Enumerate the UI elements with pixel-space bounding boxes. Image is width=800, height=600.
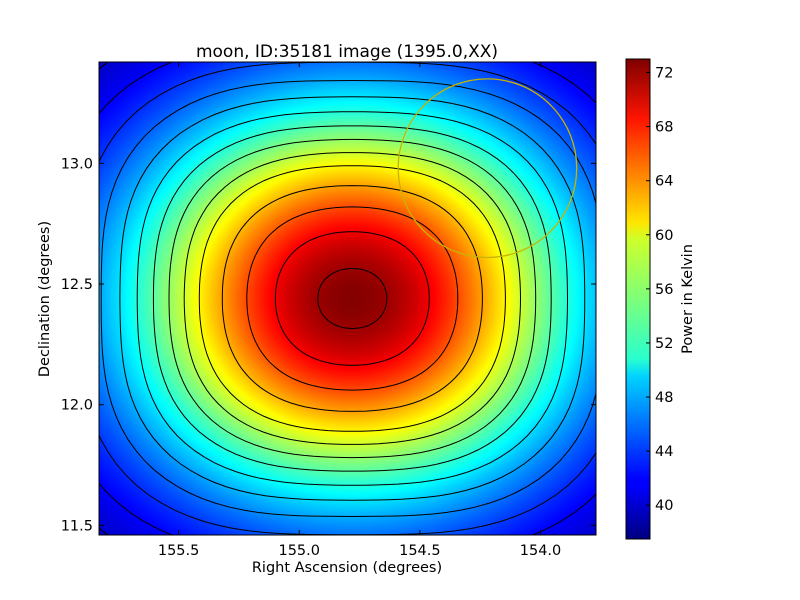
- contour-level-48: [100, 79, 596, 518]
- contour-level-56: [168, 138, 537, 459]
- contour-level-66: [246, 206, 459, 391]
- colorbar-tick-label: 48: [655, 390, 673, 406]
- colorbar-tick-label: 60: [655, 228, 673, 244]
- colorbar-tick-label: 64: [655, 174, 673, 190]
- contour-level-72: [317, 267, 388, 330]
- plot-area: [98, 61, 597, 536]
- colorbar-tick-label: 56: [655, 282, 673, 298]
- y-axis-ticks: 11.5 12.0 12.5 13.0: [61, 156, 596, 534]
- contour-level-69: [274, 231, 430, 366]
- x-tick-label: 154.5: [399, 543, 441, 559]
- beam-circle: [397, 78, 578, 259]
- contour-level-52: [136, 111, 568, 486]
- x-tick-label: 155.0: [278, 543, 320, 559]
- plot-frame: [98, 61, 597, 536]
- colorbar-ticks: 40 44 48 52 56 60 64 68 72: [646, 66, 673, 514]
- colorbar-tick-label: 40: [655, 498, 673, 514]
- colorbar-bar: [625, 58, 651, 540]
- contour-level-54: [152, 125, 552, 472]
- contour-level-50: [119, 96, 586, 501]
- colorbar-tick-label: 68: [655, 120, 673, 136]
- contour-lines: [99, 62, 596, 535]
- x-tick-label: 155.5: [158, 543, 200, 559]
- y-tick-label: 13.0: [61, 156, 93, 172]
- contour-level-60: [198, 165, 506, 432]
- y-tick-label: 12.5: [61, 277, 93, 293]
- x-axis-label: Right Ascension (degrees): [252, 560, 442, 576]
- colorbar-tick-label: 44: [655, 444, 673, 460]
- y-tick-label: 11.5: [61, 518, 93, 534]
- heatmap-image: [99, 62, 596, 535]
- x-axis-ticks: 155.5 155.0 154.5 154.0: [158, 62, 561, 559]
- contour-level-63: [221, 185, 483, 412]
- y-tick-label: 12.0: [61, 398, 93, 414]
- colorbar-tick-label: 52: [655, 336, 673, 352]
- contour-level-58: [183, 152, 521, 445]
- colorbar-label: Power in Kelvin: [680, 244, 696, 354]
- chart-title: moon, ID:35181 image (1395.0,XX): [196, 42, 498, 62]
- y-axis-label: Declination (degrees): [37, 221, 53, 377]
- contour-level-46: [99, 62, 596, 535]
- colorbar-tick-label: 72: [655, 66, 673, 82]
- colorbar: 40 44 48 52 56 60 64 68 72 Power in Kelvin: [625, 58, 696, 540]
- x-tick-label: 154.0: [520, 543, 562, 559]
